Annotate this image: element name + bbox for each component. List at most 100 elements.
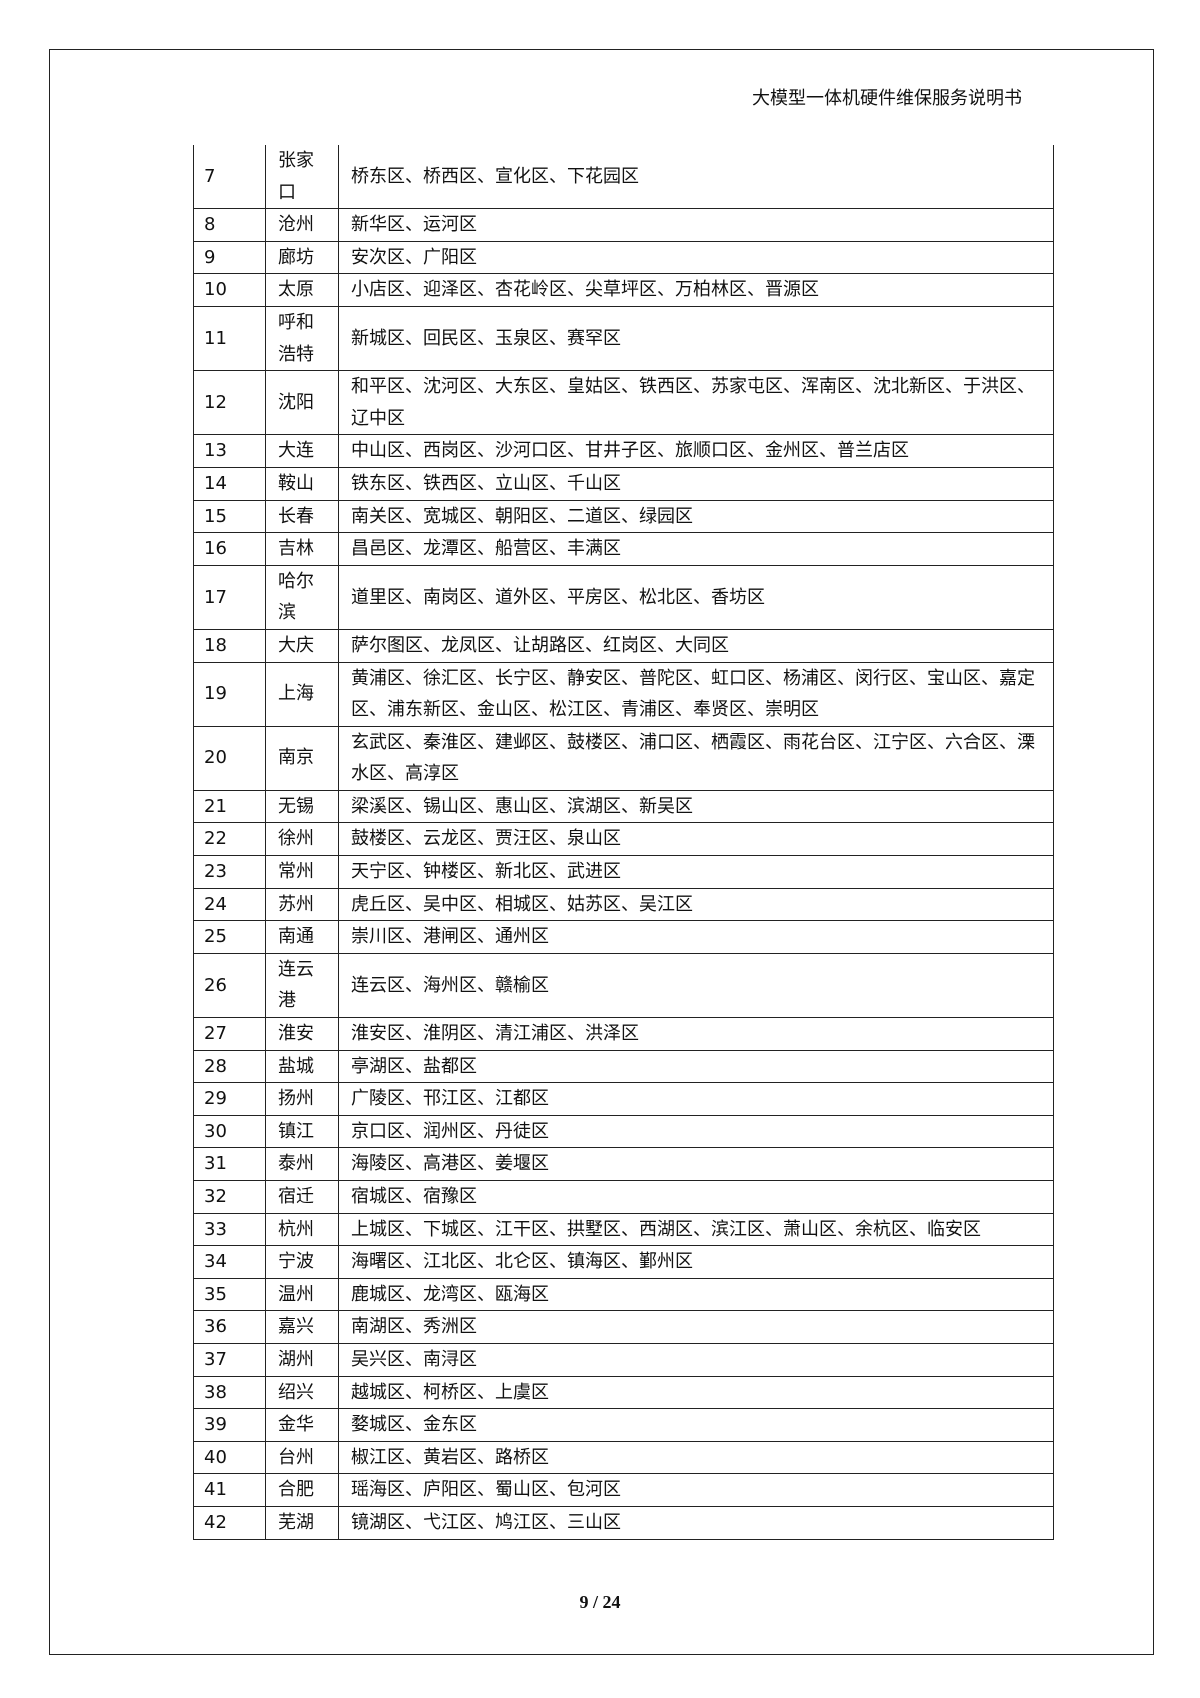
city: 合肥 bbox=[265, 1473, 339, 1507]
city: 鞍山 bbox=[265, 466, 339, 501]
table-row: 21 无锡 梁溪区、锡山区、惠山区、滨湖区、新吴区 bbox=[193, 789, 1054, 824]
districts: 新华区、运河区 bbox=[338, 208, 1054, 242]
table-row: 11 呼和浩特 新城区、回民区、玉泉区、赛罕区 bbox=[193, 305, 1054, 372]
table-row: 37 湖州 吴兴区、南浔区 bbox=[193, 1342, 1054, 1377]
city: 哈尔滨 bbox=[265, 564, 339, 630]
districts: 婺城区、金东区 bbox=[338, 1408, 1054, 1442]
city: 芜湖 bbox=[265, 1505, 339, 1540]
row-number: 8 bbox=[193, 208, 266, 242]
districts: 鼓楼区、云龙区、贾汪区、泉山区 bbox=[338, 822, 1054, 857]
row-number: 16 bbox=[193, 532, 266, 566]
table-row: 25 南通 崇川区、港闸区、通州区 bbox=[193, 920, 1054, 954]
district-table: 7 张家口 桥东区、桥西区、宣化区、下花园区 8 沧州 新华区、运河区 9 廊坊 安次区、广阳区… bbox=[193, 145, 1054, 1540]
city: 呼和浩特 bbox=[265, 305, 339, 372]
table-row: 15 长春 南关区、宽城区、朝阳区、二道区、绿园区 bbox=[193, 499, 1054, 534]
city: 宿迁 bbox=[265, 1180, 339, 1214]
row-number: 41 bbox=[193, 1473, 266, 1507]
districts: 崇川区、港闸区、通州区 bbox=[338, 920, 1054, 954]
city: 宁波 bbox=[265, 1245, 339, 1279]
districts: 广陵区、邗江区、江都区 bbox=[338, 1082, 1054, 1116]
table-row: 28 盐城 亭湖区、盐都区 bbox=[193, 1049, 1054, 1084]
table-row: 13 大连 中山区、西岗区、沙河口区、甘井子区、旅顺口区、金州区、普兰店区 bbox=[193, 434, 1054, 468]
row-number: 7 bbox=[193, 145, 266, 210]
city: 台州 bbox=[265, 1440, 339, 1475]
row-number: 14 bbox=[193, 466, 266, 501]
districts: 吴兴区、南浔区 bbox=[338, 1342, 1054, 1377]
districts: 小店区、迎泽区、杏花岭区、尖草坪区、万柏林区、晋源区 bbox=[338, 273, 1054, 307]
city: 大连 bbox=[265, 434, 339, 468]
row-number: 12 bbox=[193, 370, 266, 436]
city: 无锡 bbox=[265, 789, 339, 824]
row-number: 30 bbox=[193, 1114, 266, 1149]
row-number: 42 bbox=[193, 1505, 266, 1540]
table-row: 8 沧州 新华区、运河区 bbox=[193, 208, 1054, 242]
table-row: 7 张家口 桥东区、桥西区、宣化区、下花园区 bbox=[193, 145, 1054, 210]
row-number: 25 bbox=[193, 920, 266, 954]
row-number: 18 bbox=[193, 628, 266, 663]
districts: 鹿城区、龙湾区、瓯海区 bbox=[338, 1277, 1054, 1312]
districts: 中山区、西岗区、沙河口区、甘井子区、旅顺口区、金州区、普兰店区 bbox=[338, 434, 1054, 468]
districts: 宿城区、宿豫区 bbox=[338, 1180, 1054, 1214]
city: 吉林 bbox=[265, 532, 339, 566]
districts: 京口区、润州区、丹徒区 bbox=[338, 1114, 1054, 1149]
row-number: 15 bbox=[193, 499, 266, 534]
city: 绍兴 bbox=[265, 1375, 339, 1410]
page-number: 9 / 24 bbox=[579, 1592, 621, 1612]
table-row: 9 廊坊 安次区、广阳区 bbox=[193, 240, 1054, 275]
table-row: 19 上海 黄浦区、徐汇区、长宁区、静安区、普陀区、虹口区、杨浦区、闵行区、宝山区、… bbox=[193, 661, 1054, 727]
header-title: 大模型一体机硬件维保服务说明书 bbox=[752, 88, 1022, 109]
row-number: 32 bbox=[193, 1180, 266, 1214]
row-number: 40 bbox=[193, 1440, 266, 1475]
table-row: 27 淮安 淮安区、淮阴区、清江浦区、洪泽区 bbox=[193, 1017, 1054, 1051]
districts: 南关区、宽城区、朝阳区、二道区、绿园区 bbox=[338, 499, 1054, 534]
page-border bbox=[49, 49, 1154, 1655]
table-row: 40 台州 椒江区、黄岩区、路桥区 bbox=[193, 1440, 1054, 1475]
row-number: 19 bbox=[193, 661, 266, 727]
table-row: 33 杭州 上城区、下城区、江干区、拱墅区、西湖区、滨江区、萧山区、余杭区、临安区 bbox=[193, 1212, 1054, 1247]
row-number: 22 bbox=[193, 822, 266, 857]
row-number: 27 bbox=[193, 1017, 266, 1051]
row-number: 31 bbox=[193, 1147, 266, 1181]
table-row: 39 金华 婺城区、金东区 bbox=[193, 1408, 1054, 1442]
table-row: 42 芜湖 镜湖区、弋江区、鸠江区、三山区 bbox=[193, 1505, 1054, 1540]
city: 南京 bbox=[265, 725, 339, 791]
table-row: 35 温州 鹿城区、龙湾区、瓯海区 bbox=[193, 1277, 1054, 1312]
districts: 镜湖区、弋江区、鸠江区、三山区 bbox=[338, 1505, 1054, 1540]
districts: 梁溪区、锡山区、惠山区、滨湖区、新吴区 bbox=[338, 789, 1054, 824]
districts: 昌邑区、龙潭区、船营区、丰满区 bbox=[338, 532, 1054, 566]
city: 太原 bbox=[265, 273, 339, 307]
row-number: 23 bbox=[193, 855, 266, 889]
row-number: 17 bbox=[193, 564, 266, 630]
row-number: 35 bbox=[193, 1277, 266, 1312]
city: 杭州 bbox=[265, 1212, 339, 1247]
city: 扬州 bbox=[265, 1082, 339, 1116]
districts: 道里区、南岗区、道外区、平房区、松北区、香坊区 bbox=[338, 564, 1054, 630]
city: 镇江 bbox=[265, 1114, 339, 1149]
table-row: 36 嘉兴 南湖区、秀洲区 bbox=[193, 1310, 1054, 1344]
row-number: 33 bbox=[193, 1212, 266, 1247]
row-number: 9 bbox=[193, 240, 266, 275]
city: 沧州 bbox=[265, 208, 339, 242]
city: 常州 bbox=[265, 855, 339, 889]
row-number: 21 bbox=[193, 789, 266, 824]
city: 南通 bbox=[265, 920, 339, 954]
table-row: 41 合肥 瑶海区、庐阳区、蜀山区、包河区 bbox=[193, 1473, 1054, 1507]
table-row: 30 镇江 京口区、润州区、丹徒区 bbox=[193, 1114, 1054, 1149]
table-row: 12 沈阳 和平区、沈河区、大东区、皇姑区、铁西区、苏家屯区、浑南区、沈北新区、于洪… bbox=[193, 370, 1054, 436]
districts: 黄浦区、徐汇区、长宁区、静安区、普陀区、虹口区、杨浦区、闵行区、宝山区、嘉定区、… bbox=[338, 661, 1054, 727]
city: 温州 bbox=[265, 1277, 339, 1312]
districts: 桥东区、桥西区、宣化区、下花园区 bbox=[338, 145, 1054, 210]
city: 泰州 bbox=[265, 1147, 339, 1181]
city: 大庆 bbox=[265, 628, 339, 663]
districts: 安次区、广阳区 bbox=[338, 240, 1054, 275]
districts: 虎丘区、吴中区、相城区、姑苏区、吴江区 bbox=[338, 887, 1054, 922]
row-number: 10 bbox=[193, 273, 266, 307]
districts: 玄武区、秦淮区、建邺区、鼓楼区、浦口区、栖霞区、雨花台区、江宁区、六合区、溧水区… bbox=[338, 725, 1054, 791]
districts: 和平区、沈河区、大东区、皇姑区、铁西区、苏家屯区、浑南区、沈北新区、于洪区、辽中… bbox=[338, 370, 1054, 436]
table-row: 18 大庆 萨尔图区、龙凤区、让胡路区、红岗区、大同区 bbox=[193, 628, 1054, 663]
city: 嘉兴 bbox=[265, 1310, 339, 1344]
districts: 海陵区、高港区、姜堰区 bbox=[338, 1147, 1054, 1181]
city: 金华 bbox=[265, 1408, 339, 1442]
city: 廊坊 bbox=[265, 240, 339, 275]
